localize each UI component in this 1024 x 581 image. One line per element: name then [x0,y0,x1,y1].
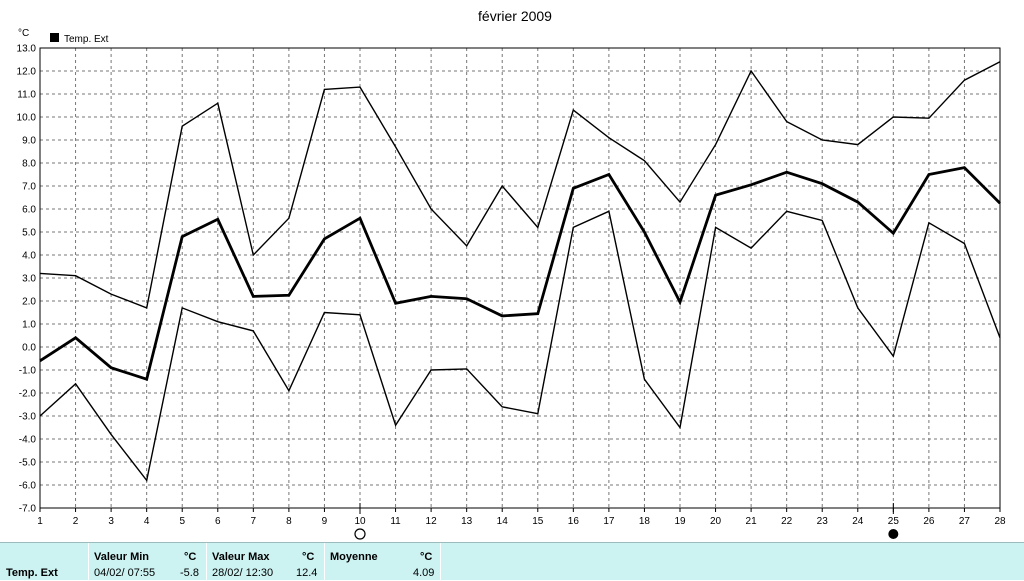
min-day-marker [354,528,366,540]
x-tick-label: 17 [603,516,615,527]
y-tick-label: 5.0 [22,228,36,239]
x-tick-label: 26 [923,516,935,527]
max-header: Valeur Max [212,551,270,563]
x-tick-label: 18 [639,516,651,527]
y-tick-label: 2.0 [22,297,36,308]
y-tick-label: 13.0 [17,44,37,55]
y-tick-label: -7.0 [19,504,37,515]
x-tick-label: 20 [710,516,722,527]
y-tick-label: 9.0 [22,136,36,147]
y-tick-label: -6.0 [19,481,37,492]
min-max-markers [354,503,899,540]
max-day-marker [888,529,899,539]
y-tick-label: -3.0 [19,412,37,423]
summary-series-label: Temp. Ext [6,567,58,579]
grid [40,48,1000,508]
plot-area [39,47,1001,509]
summary-divider [324,543,325,581]
x-tick-label: 3 [108,516,114,527]
y-axis: 13.0 12.0 11.0 10.0 9.0 8.0 7.0 6.0 5.0 4.0 3.0 2.0… [17,44,37,515]
x-tick-label: 27 [959,516,971,527]
legend-label: Temp. Ext [64,34,109,45]
summary-bar: Temp. Ext Valeur Min °C 04/02/ 07:55 -5.… [0,542,1024,581]
min-unit: °C [184,551,197,563]
y-tick-label: 7.0 [22,182,36,193]
avg-value: 4.09 [413,567,435,579]
summary-divider [88,543,89,581]
x-tick-label: 21 [746,516,758,527]
x-tick-label: 23 [817,516,829,527]
series-lines [39,61,1001,483]
x-tick-label: 12 [426,516,438,527]
max-date: 28/02/ 12:30 [212,567,274,579]
x-tick-label: 2 [73,516,79,527]
y-tick-label: 6.0 [22,205,36,216]
x-tick-label: 9 [322,516,328,527]
y-tick-label: 8.0 [22,159,36,170]
x-tick-label: 1 [37,516,43,527]
y-tick-label: 10.0 [17,113,37,124]
series-line-middle [39,166,1001,381]
y-tick-label: 1.0 [22,320,36,331]
max-value: 12.4 [296,567,318,579]
x-tick-label: 13 [461,516,473,527]
summary-divider [440,543,441,581]
y-tick-label: -1.0 [19,366,37,377]
summary-divider [206,543,207,581]
temperature-chart: février 2009 °C Temp. Ext 13.012.011.010… [17,8,1006,540]
min-header: Valeur Min [94,551,150,563]
avg-header: Moyenne [330,551,378,563]
x-tick-label: 14 [497,516,509,527]
x-axis: 1 2 3 4 5 6 7 8 9 10 11 12 13 14 15 16 17 18 19 20 21 22 23 24 2… [37,508,1006,527]
x-tick-label: 22 [781,516,793,527]
min-date: 04/02/ 07:55 [94,567,156,579]
series-line-lower [39,210,1001,483]
y-tick-label: 12.0 [17,67,37,78]
x-tick-label: 28 [994,516,1006,527]
y-tick-label: -2.0 [19,389,37,400]
x-tick-label: 10 [354,516,366,527]
x-tick-label: 4 [144,516,150,527]
y-tick-label: 4.0 [22,251,36,262]
x-tick-label: 25 [888,516,900,527]
x-tick-label: 15 [532,516,544,527]
x-tick-label: 11 [390,516,401,527]
x-tick-label: 7 [251,516,257,527]
y-tick-label: 11.0 [17,90,36,101]
x-tick-label: 6 [215,516,221,527]
x-tick-label: 24 [852,516,864,527]
y-tick-label: -4.0 [19,435,37,446]
x-tick-label: 19 [674,516,686,527]
y-tick-label: 3.0 [22,274,36,285]
y-tick-label: 0.0 [22,343,36,354]
x-tick-label: 16 [568,516,580,527]
legend-swatch [50,33,59,42]
y-axis-unit: °C [18,28,29,39]
series-line-upper [39,61,1001,309]
x-tick-label: 8 [286,516,292,527]
y-tick-label: -5.0 [19,458,37,469]
avg-unit: °C [420,551,433,563]
min-value: -5.8 [180,567,199,579]
x-tick-label: 5 [179,516,185,527]
max-unit: °C [302,551,315,563]
chart-title: février 2009 [478,8,552,24]
